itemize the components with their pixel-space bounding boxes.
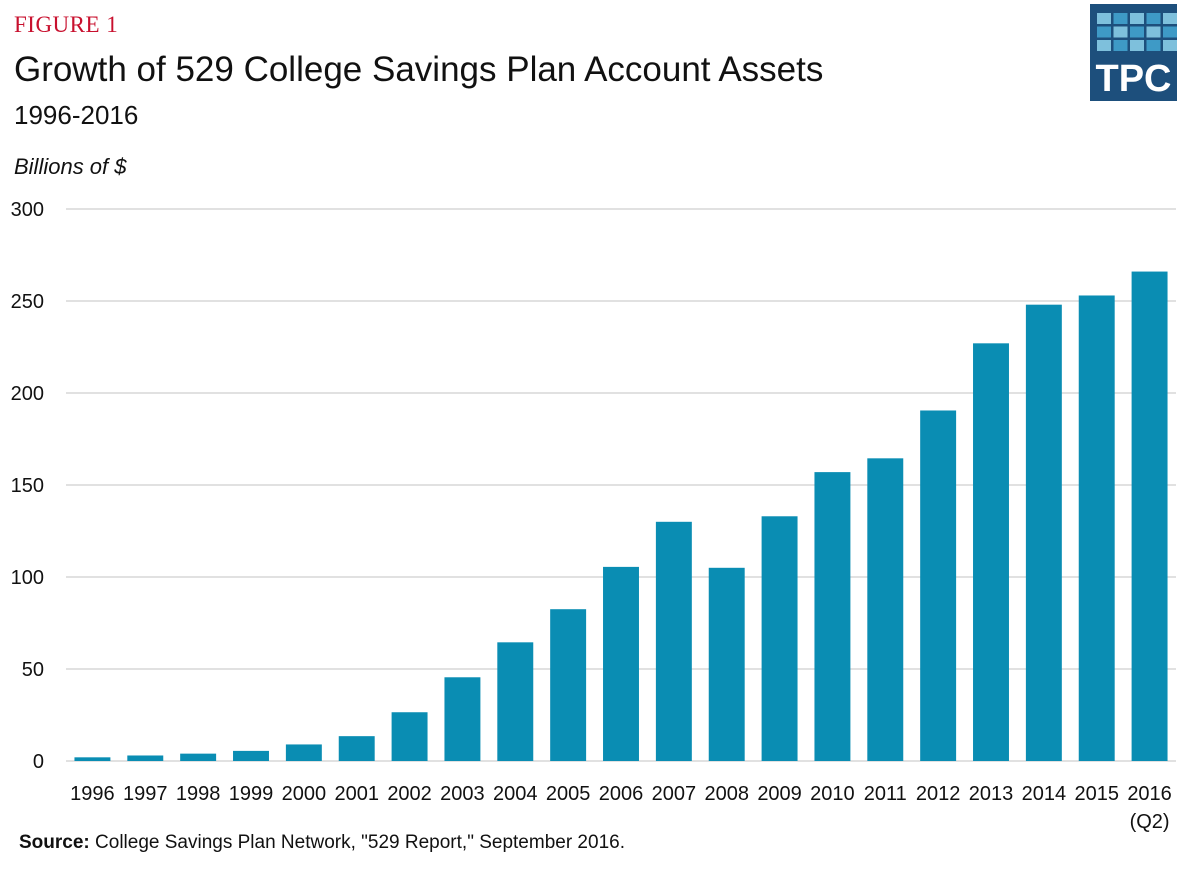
logo-tile — [1130, 40, 1144, 51]
x-tick-label: 2006 — [599, 783, 644, 805]
x-tick-label: 1997 — [123, 783, 168, 805]
bar — [973, 343, 1009, 761]
x-tick-label: 2005 — [546, 783, 591, 805]
x-tick-label: 2004 — [493, 783, 538, 805]
bar — [708, 567, 745, 761]
x-tick-label: 2003 — [440, 783, 485, 805]
bar — [444, 677, 481, 761]
logo-text: TPC — [1096, 58, 1172, 100]
bar — [74, 757, 111, 761]
x-tick-label: 2014 — [1022, 783, 1067, 805]
y-tick-label: 0 — [33, 751, 44, 773]
x-tick-label: 2007 — [652, 783, 697, 805]
x-tick-label: 1998 — [176, 783, 221, 805]
logo-tile — [1146, 13, 1161, 24]
x-tick-label: 2015 — [1074, 783, 1119, 805]
bar — [603, 566, 639, 761]
figure-label: FIGURE 1 — [14, 12, 119, 37]
x-tick-label: 2001 — [334, 783, 379, 805]
logo-tile — [1097, 13, 1111, 24]
bar — [867, 458, 904, 761]
source-text: College Savings Plan Network, "529 Repor… — [89, 832, 625, 853]
logo-tile — [1113, 26, 1128, 38]
bar — [761, 516, 798, 761]
y-tick-label: 150 — [11, 475, 44, 497]
bar — [497, 642, 534, 761]
x-tick-label: 2008 — [704, 783, 749, 805]
bar — [285, 744, 322, 761]
x-tick-label: 2016 (Q2) — [1127, 783, 1172, 833]
bar — [920, 410, 957, 761]
logo-tile — [1113, 13, 1128, 24]
logo-tile — [1130, 26, 1144, 38]
x-tick-label: 1999 — [229, 783, 274, 805]
bars — [74, 271, 1168, 761]
logo-tile — [1097, 40, 1111, 51]
bar — [655, 521, 692, 761]
x-tick-label: 2000 — [282, 783, 327, 805]
y-tick-label: 300 — [11, 199, 44, 221]
bar — [338, 736, 375, 761]
y-tick-label: 200 — [11, 383, 44, 405]
logo-tile — [1113, 40, 1128, 51]
chart-subtitle: 1996-2016 — [14, 100, 139, 130]
bar — [180, 753, 217, 761]
source-note: Source: College Savings Plan Network, "5… — [19, 832, 625, 854]
bar — [1025, 304, 1062, 761]
bar — [814, 472, 851, 761]
x-tick-label: 2002 — [387, 783, 432, 805]
bar — [1131, 271, 1168, 761]
x-tick-label: 2011 — [864, 783, 907, 805]
x-tick-label: 2010 — [810, 783, 855, 805]
bar — [550, 609, 587, 761]
tpc-logo: TPC — [1090, 4, 1177, 101]
logo-tile — [1146, 40, 1161, 51]
logo-tile — [1163, 40, 1177, 51]
bar — [1078, 295, 1115, 761]
source-label: Source: — [19, 832, 90, 853]
logo-tile — [1163, 26, 1177, 38]
x-axis-ticks: 1996 1997 1998 1999 2000 2001 2002 2003 2004 2005… — [70, 783, 1172, 833]
y-axis-ticks: 0 50 100 150 200 250 300 — [11, 199, 44, 773]
x-tick-label: 1996 — [70, 783, 115, 805]
bar — [233, 750, 269, 761]
x-tick-label: 2009 — [757, 783, 802, 805]
y-axis-label: Billions of $ — [14, 154, 127, 179]
logo-tile — [1146, 26, 1161, 38]
y-tick-label: 250 — [11, 291, 44, 313]
chart-title: Growth of 529 College Savings Plan Accou… — [14, 50, 824, 89]
x-tick-label: 2013 — [969, 783, 1014, 805]
bar — [127, 755, 164, 761]
bar — [391, 712, 428, 761]
logo-tile — [1130, 13, 1144, 24]
y-tick-label: 100 — [11, 567, 44, 589]
x-tick-label: 2012 — [916, 783, 961, 805]
y-tick-label: 50 — [22, 659, 44, 681]
logo-tile — [1163, 13, 1177, 24]
logo-tile — [1097, 26, 1111, 38]
